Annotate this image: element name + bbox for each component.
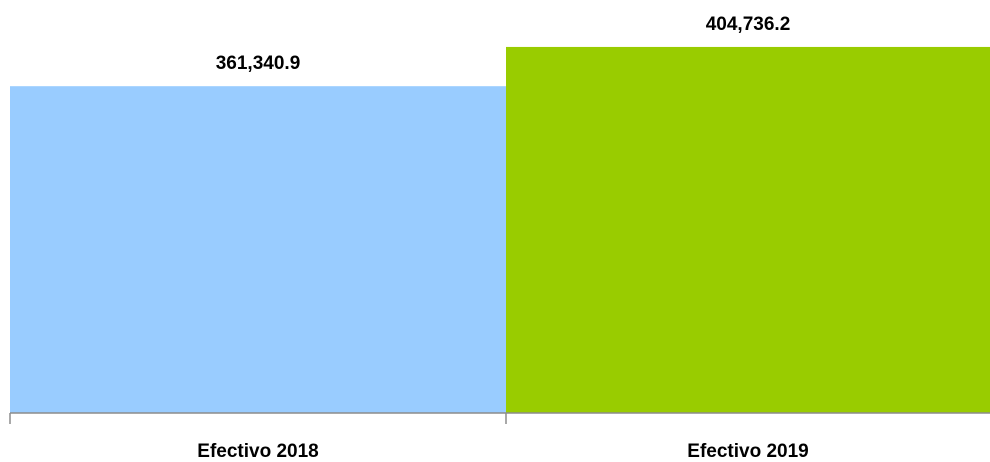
value-labels-group: 361,340.9 404,736.2 [216,14,791,74]
category-labels-group: Efectivo 2018 Efectivo 2019 [197,441,808,462]
bar-efectivo-2019 [506,46,990,413]
value-label-efectivo-2018: 361,340.9 [216,53,301,74]
value-label-efectivo-2019: 404,736.2 [706,14,791,35]
bars-group [10,46,990,414]
category-label-efectivo-2019: Efectivo 2019 [687,441,808,462]
category-label-efectivo-2018: Efectivo 2018 [197,441,318,462]
x-axis [9,412,990,424]
bar-efectivo-2018 [10,86,506,414]
